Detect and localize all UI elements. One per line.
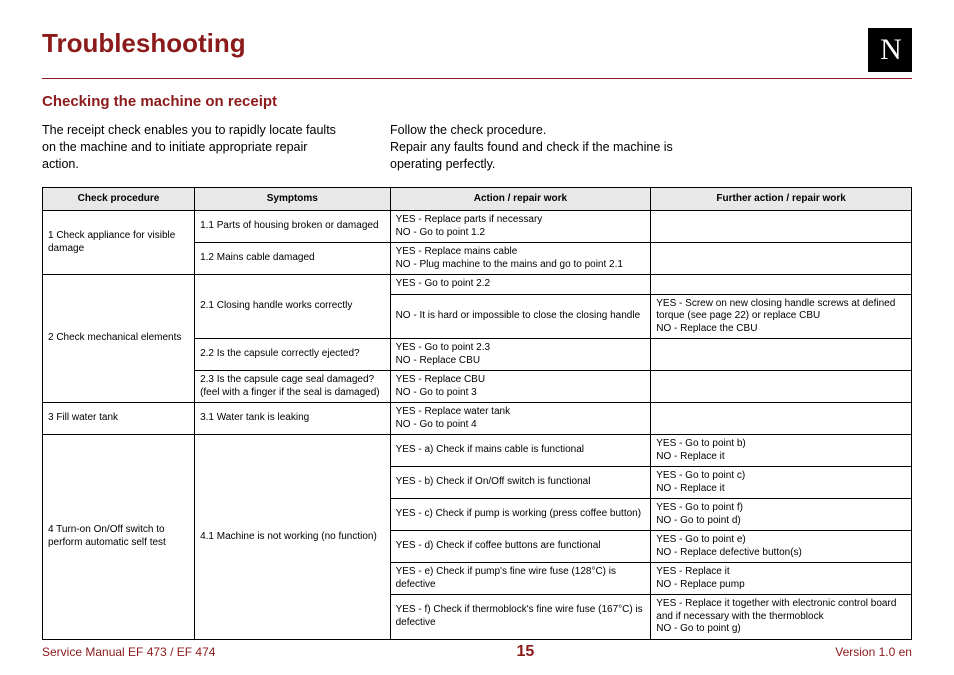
intro-left: The receipt check enables you to rapidly…	[42, 122, 342, 173]
intro-block: The receipt check enables you to rapidly…	[42, 122, 912, 173]
cell-action: YES - a) Check if mains cable is functio…	[390, 435, 651, 467]
cell-more: YES - Screw on new closing handle screws…	[651, 294, 912, 339]
cell-procedure: 1 Check appliance for visible damage	[43, 211, 195, 275]
page-title: Troubleshooting	[42, 28, 246, 59]
cell-action: YES - f) Check if thermoblock's fine wir…	[390, 595, 651, 640]
cell-action: YES - b) Check if On/Off switch is funct…	[390, 467, 651, 499]
col-header: Action / repair work	[390, 187, 651, 211]
cell-action: YES - Replace mains cableNO - Plug machi…	[390, 243, 651, 275]
cell-symptom: 1.2 Mains cable damaged	[195, 243, 391, 275]
col-header: Symptoms	[195, 187, 391, 211]
cell-symptom: 2.1 Closing handle works correctly	[195, 275, 391, 339]
cell-more: YES - Replace it together with electroni…	[651, 595, 912, 640]
cell-action: YES - c) Check if pump is working (press…	[390, 499, 651, 531]
cell-procedure: 4 Turn-on On/Off switch to perform autom…	[43, 435, 195, 640]
cell-symptom: 3.1 Water tank is leaking	[195, 403, 391, 435]
header: Troubleshooting N	[42, 28, 912, 72]
cell-symptom: 1.1 Parts of housing broken or damaged	[195, 211, 391, 243]
brand-logo-icon: N	[868, 28, 912, 72]
cell-action: YES - e) Check if pump's fine wire fuse …	[390, 563, 651, 595]
col-header: Check procedure	[43, 187, 195, 211]
table-row: 4 Turn-on On/Off switch to perform autom…	[43, 435, 912, 467]
cell-action: NO - It is hard or impossible to close t…	[390, 294, 651, 339]
cell-symptom: 4.1 Machine is not working (no function)	[195, 435, 391, 640]
cell-action: YES - Replace water tankNO - Go to point…	[390, 403, 651, 435]
table-header-row: Check procedure Symptoms Action / repair…	[43, 187, 912, 211]
cell-more: YES - Go to point c)NO - Replace it	[651, 467, 912, 499]
cell-more: YES - Go to point b)NO - Replace it	[651, 435, 912, 467]
cell-action: YES - Go to point 2.3NO - Replace CBU	[390, 339, 651, 371]
cell-symptom: 2.3 Is the capsule cage seal damaged? (f…	[195, 371, 391, 403]
cell-more: YES - Go to point e)NO - Replace defecti…	[651, 531, 912, 563]
col-header: Further action / repair work	[651, 187, 912, 211]
intro-right: Follow the check procedure.Repair any fa…	[390, 122, 690, 173]
cell-more	[651, 403, 912, 435]
cell-more: YES - Go to point f)NO - Go to point d)	[651, 499, 912, 531]
cell-procedure: 3 Fill water tank	[43, 403, 195, 435]
troubleshooting-table: Check procedure Symptoms Action / repair…	[42, 187, 912, 640]
divider	[42, 78, 912, 79]
table-row: 3 Fill water tank 3.1 Water tank is leak…	[43, 403, 912, 435]
cell-more	[651, 275, 912, 295]
cell-more	[651, 371, 912, 403]
cell-more	[651, 243, 912, 275]
cell-action: YES - Go to point 2.2	[390, 275, 651, 295]
cell-more: YES - Replace itNO - Replace pump	[651, 563, 912, 595]
cell-symptom: 2.2 Is the capsule correctly ejected?	[195, 339, 391, 371]
footer: Service Manual EF 473 / EF 474 15 Versio…	[42, 643, 912, 661]
cell-more	[651, 211, 912, 243]
table-row: 2 Check mechanical elements 2.1 Closing …	[43, 275, 912, 295]
table-row: 1 Check appliance for visible damage 1.1…	[43, 211, 912, 243]
cell-action: YES - Replace parts if necessaryNO - Go …	[390, 211, 651, 243]
cell-procedure: 2 Check mechanical elements	[43, 275, 195, 403]
cell-action: YES - d) Check if coffee buttons are fun…	[390, 531, 651, 563]
footer-right: Version 1.0 en	[835, 645, 912, 659]
cell-action: YES - Replace CBUNO - Go to point 3	[390, 371, 651, 403]
page-number: 15	[516, 643, 534, 661]
footer-left: Service Manual EF 473 / EF 474	[42, 645, 215, 659]
section-heading: Checking the machine on receipt	[42, 93, 912, 110]
cell-more	[651, 339, 912, 371]
